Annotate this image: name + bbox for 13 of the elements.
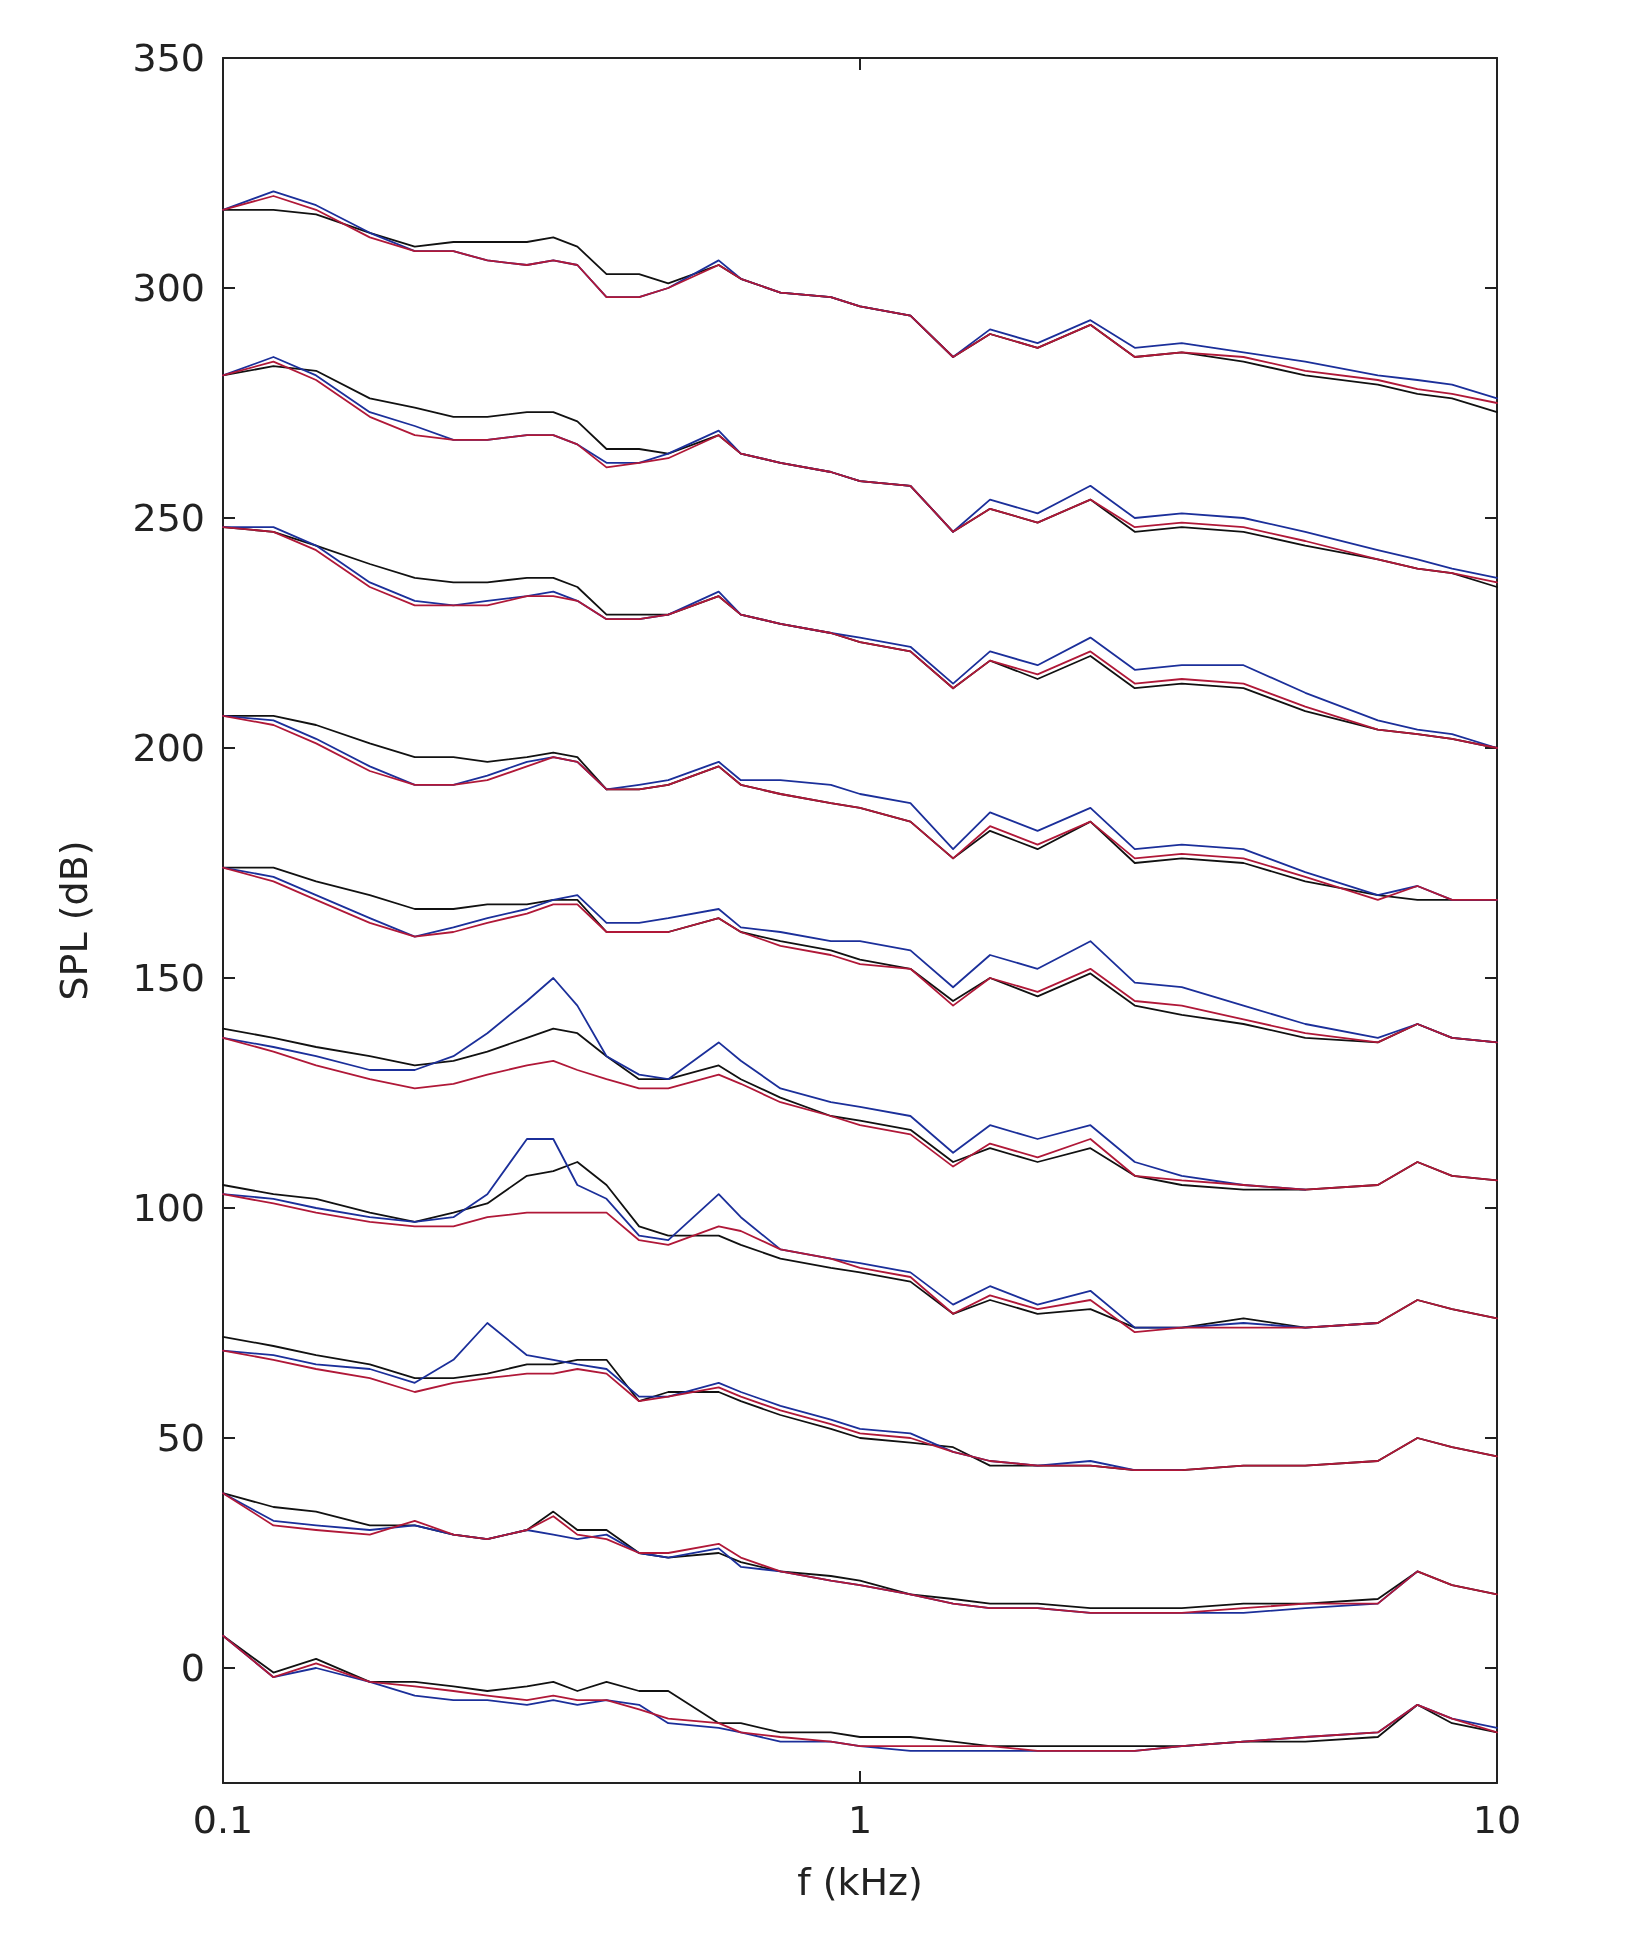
y-axis-title: SPL (dB) bbox=[52, 840, 96, 1001]
x-tick-label: 0.1 bbox=[192, 1798, 254, 1842]
y-tick-label: 350 bbox=[132, 36, 205, 80]
y-tick-label: 150 bbox=[132, 956, 205, 1000]
y-tick-label: 250 bbox=[132, 496, 205, 540]
x-tick-label: 1 bbox=[847, 1798, 873, 1842]
x-tick-label: 10 bbox=[1472, 1798, 1522, 1842]
y-tick-label: 0 bbox=[180, 1646, 205, 1690]
y-tick-label: 200 bbox=[132, 726, 205, 770]
y-tick-label: 50 bbox=[156, 1416, 205, 1460]
x-axis-title: f (kHz) bbox=[797, 1860, 923, 1904]
y-tick-label: 300 bbox=[132, 266, 205, 310]
y-tick-label: 100 bbox=[132, 1186, 205, 1230]
